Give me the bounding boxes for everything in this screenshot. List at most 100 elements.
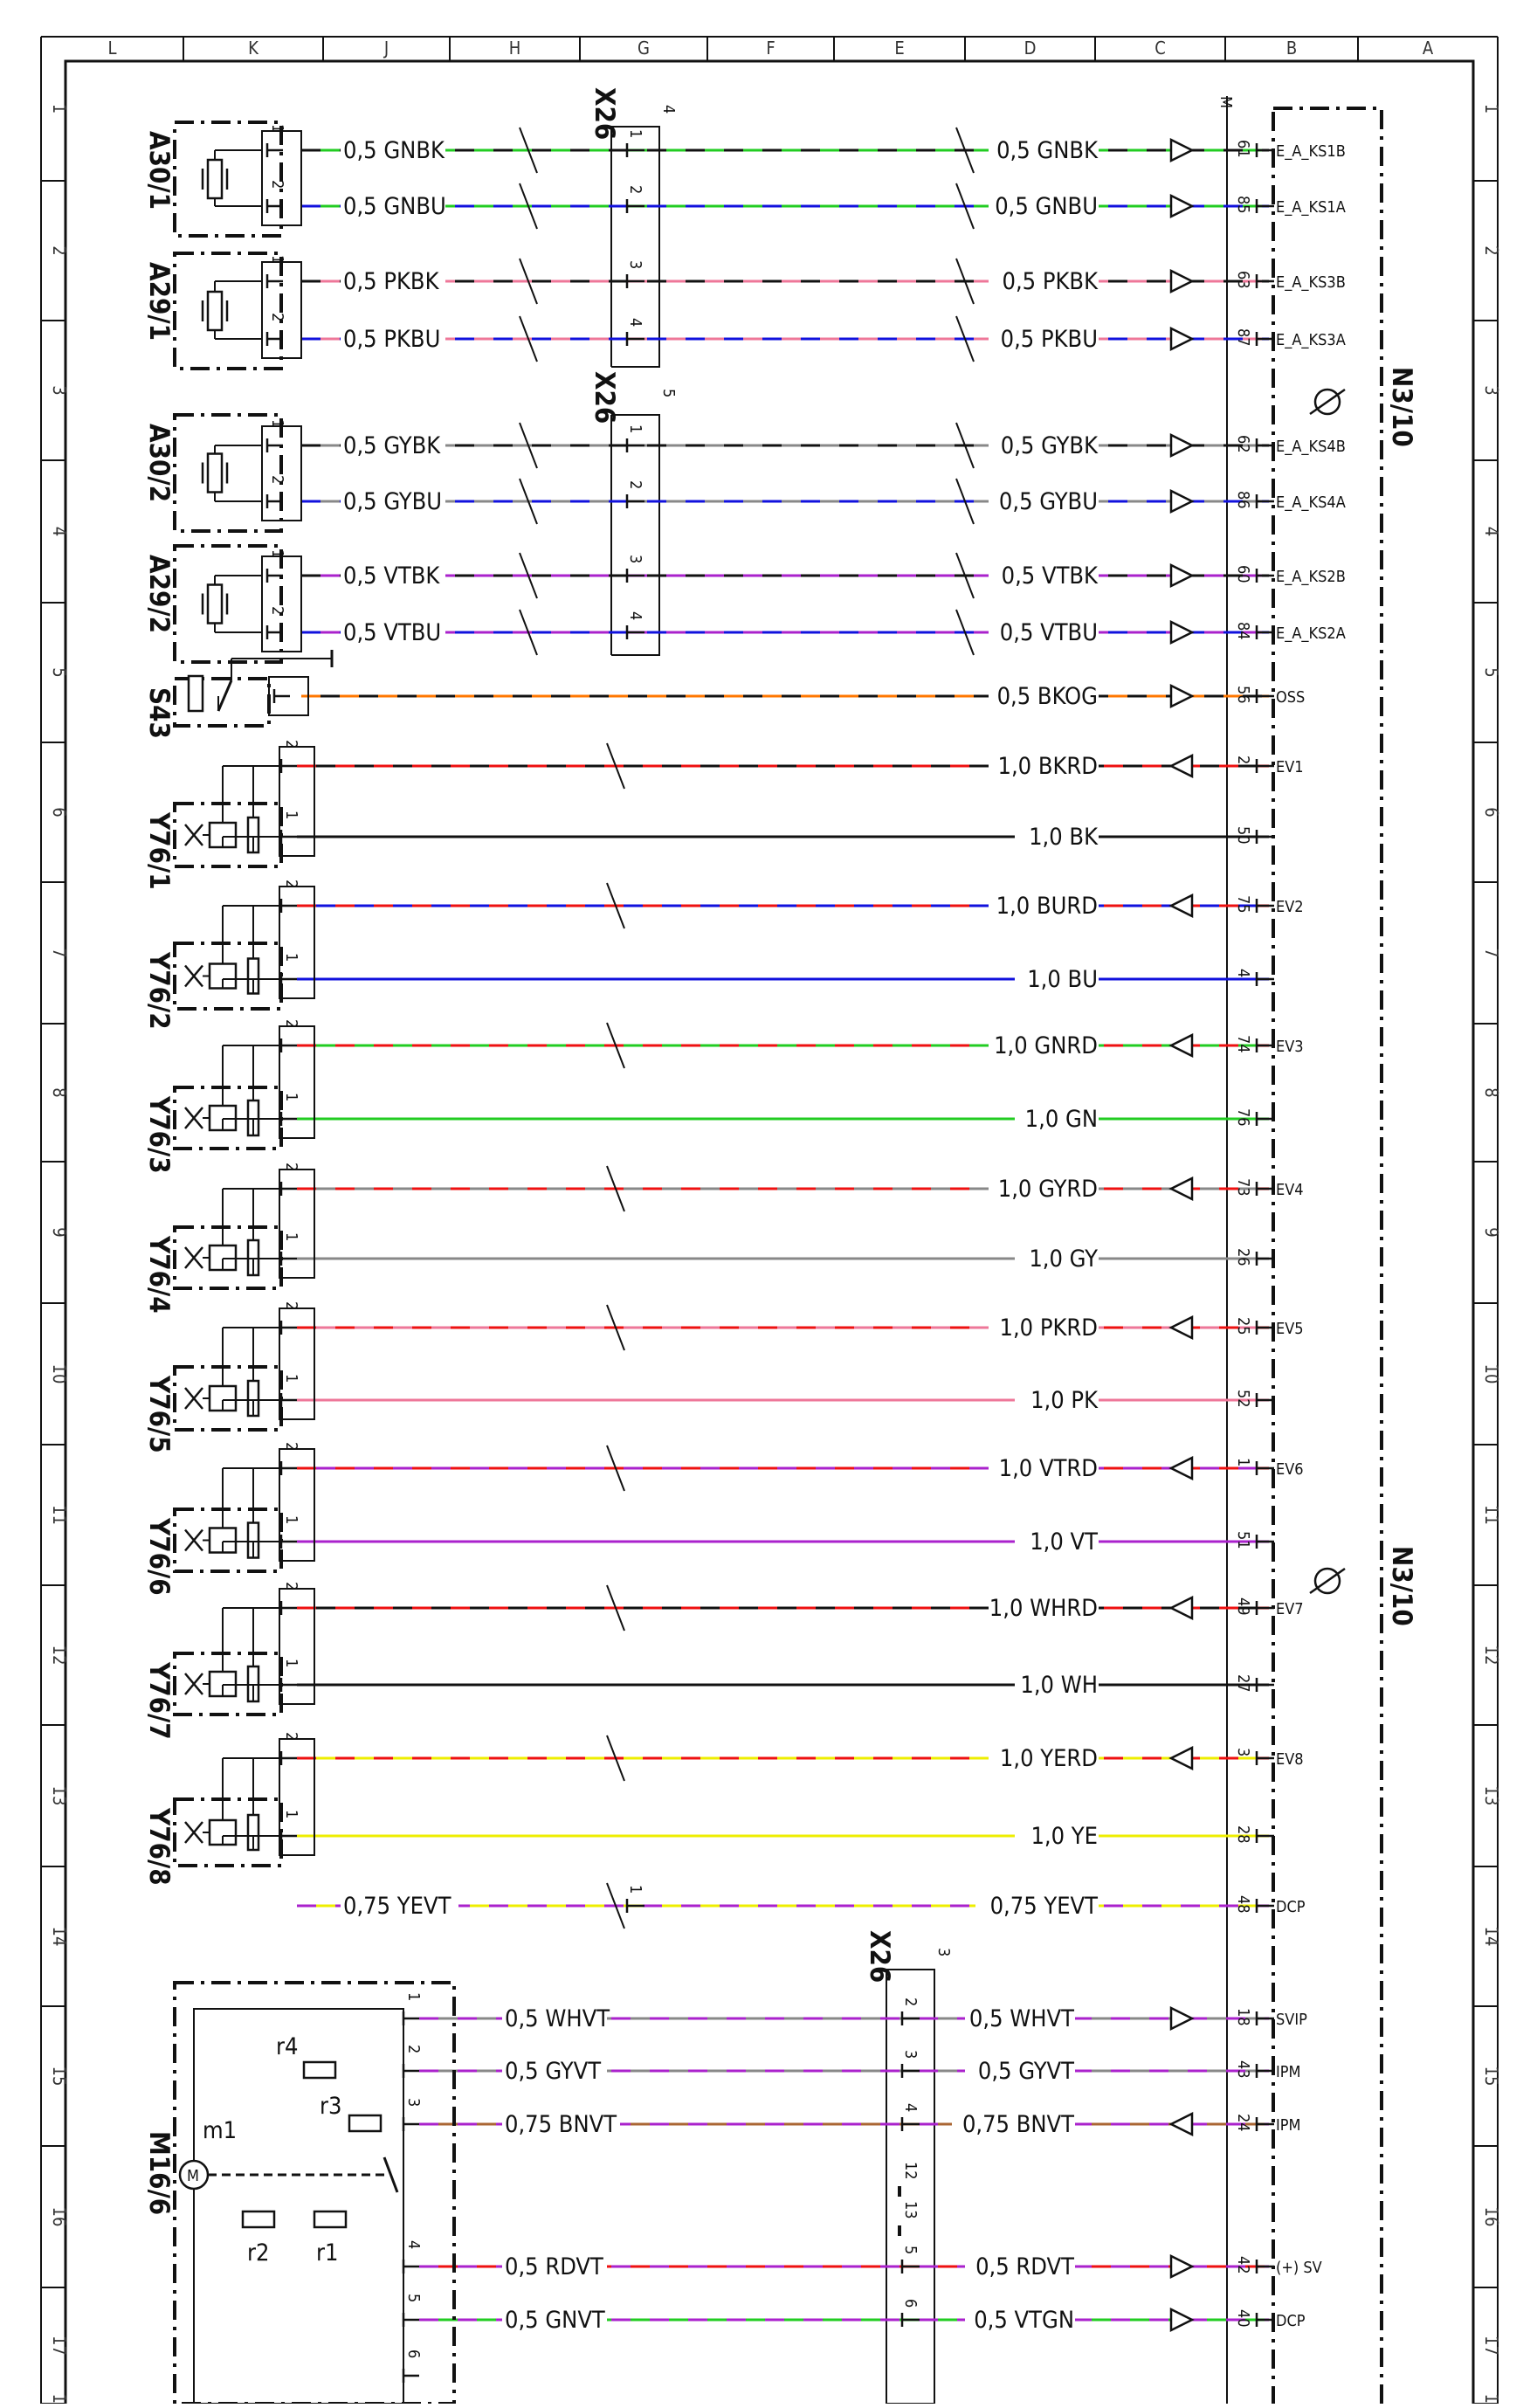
arrow-in-icon: [1169, 562, 1195, 589]
arrow-out-icon: [1168, 1595, 1194, 1621]
wire-label-left: 0,75 YEVT: [343, 1893, 451, 1920]
label-bg: [989, 135, 1099, 161]
row-label: 8: [1481, 1087, 1502, 1097]
motor-internal-label: m1: [203, 2117, 237, 2144]
label-bg: [989, 1173, 1099, 1199]
pin-terminal-icon: [279, 1829, 297, 1843]
wire-label-left: 0,5 WHVT: [505, 2005, 610, 2032]
ecu-pin-number: 1: [1234, 1458, 1252, 1466]
pin-terminal-icon: [900, 2313, 920, 2327]
pin-terminal-icon: [402, 2369, 419, 2383]
cable-break-mark: [955, 315, 975, 362]
wire-label-right: 0,5 BKOG: [997, 683, 1098, 710]
cable-break-mark: [955, 258, 975, 305]
pin-terminal-icon: [279, 1112, 297, 1126]
ecu-pin-number: 63: [1234, 271, 1252, 289]
wire-label-right: 1,0 YERD: [1000, 1745, 1098, 1772]
component-pin-number: 2: [282, 740, 300, 749]
label-bg: [989, 750, 1099, 776]
component-pin-number: 2: [282, 1442, 300, 1451]
pin-terminal-icon: [1255, 2064, 1274, 2078]
pin-terminal-icon: [900, 2117, 920, 2131]
arrow-in-icon: [1169, 619, 1195, 645]
component-label: Y76/1: [143, 811, 175, 890]
ecu-signal-label: E_A_KS4B: [1276, 438, 1346, 456]
component-y76-6: Y76/6 2 1: [143, 1442, 315, 1596]
cable-break-mark: [606, 1022, 625, 1069]
label-bg: [989, 190, 1099, 217]
ecu-signal-label: EV7: [1276, 1600, 1304, 1618]
cable-break-mark: [519, 183, 538, 230]
ecu-pin-number: 52: [1234, 1390, 1252, 1408]
wire: 0,5 PKBK 0,5 PKBK 63 E_A_KS3B 3: [301, 258, 1346, 305]
label-bg: [989, 266, 1099, 292]
cable-break-mark: [955, 478, 975, 525]
ecu-label: N3/10: [1386, 367, 1417, 447]
wire-label-right: 0,75 BNVT: [962, 2111, 1074, 2138]
component-m16-6: M16/6 Mm1 r4 r3 r2 r1 1 2 3 4 5 6: [143, 1981, 456, 2405]
wire: 0,5 VTBK 0,5 VTBK 60 E_A_KS2B 3: [301, 552, 1346, 599]
row-label: 16: [1481, 2207, 1502, 2227]
knock-sensor-icon: [206, 158, 224, 200]
row-label: 9: [49, 1227, 70, 1237]
ecu-pin-number: 73: [1234, 1178, 1252, 1197]
x26-pin-number: 2: [626, 185, 644, 194]
cable-break-mark: [955, 127, 975, 174]
x26-outline: [611, 414, 660, 656]
ecu-connector-label: M: [1217, 96, 1235, 108]
wire: 0,5 VTBU 0,5 VTBU 84 E_A_KS2A 4: [301, 609, 1346, 656]
component-connector: [279, 1307, 315, 1420]
wire-label-right: 1,0 PK: [1030, 1387, 1099, 1414]
ecu-pin-number: 51: [1234, 1531, 1252, 1549]
ecu-signal-label: IPM: [1276, 2116, 1301, 2135]
pin-terminal-icon: [1255, 143, 1274, 157]
x26-pin-number: 12: [901, 2162, 920, 2180]
component-pin-number: 1: [268, 419, 286, 428]
arrow-out-icon: [1168, 1176, 1194, 1202]
label-bg: [989, 323, 1099, 349]
wire: 1,0 BURD 75 EV2: [297, 882, 1304, 929]
pin-terminal-icon: [1255, 494, 1274, 508]
pin-terminal-icon: [265, 569, 283, 583]
wire-label-right: 0,5 VTBK: [1002, 562, 1099, 590]
x26-pin-number: 3: [626, 260, 644, 269]
ecu-signal-label: E_A_KS1A: [1276, 198, 1346, 217]
ecu-pin-number: 25: [1234, 1317, 1252, 1335]
label-bg: [502, 2055, 607, 2081]
pin-terminal-icon: [900, 2011, 920, 2025]
wire: 1,0 GYRD 73 EV4: [297, 1165, 1304, 1212]
pin-terminal-icon: [402, 2260, 419, 2273]
pin-terminal-icon: [1255, 1678, 1274, 1692]
pin-terminal-icon: [279, 1751, 297, 1765]
pin-terminal-icon: [279, 1252, 297, 1266]
wire-label-right: 0,5 PKBU: [1001, 326, 1098, 353]
cable-break-mark: [955, 183, 975, 230]
pin-terminal-icon: [1255, 1535, 1274, 1549]
motor-internal-frame: [193, 2008, 404, 2405]
arrow-in-icon: [1169, 2253, 1195, 2280]
label-bg: [1015, 963, 1099, 990]
pin-terminal-icon: [1255, 1829, 1274, 1843]
label-bg: [989, 680, 1099, 707]
wire-label-right: 1,0 BURD: [996, 893, 1098, 920]
column-label: G: [638, 38, 650, 59]
pin-terminal-icon: [265, 438, 283, 452]
row-label: 17: [1481, 2336, 1502, 2356]
label-bg: [965, 2003, 1075, 2029]
component-connector: [261, 261, 302, 359]
pin-terminal-icon: [265, 625, 283, 639]
label-bg: [989, 486, 1099, 512]
arrow-out-icon: [1168, 2111, 1194, 2137]
x26-pin-number: 4: [901, 2103, 920, 2112]
pin-terminal-icon: [625, 143, 644, 157]
wire-label-right: 0,5 GNBU: [995, 193, 1098, 220]
arrow-out-icon: [1168, 753, 1194, 779]
arrow-out-icon: [1168, 893, 1194, 919]
wire-label-right: 1,0 VT: [1030, 1528, 1098, 1556]
switch-contact-icon: [217, 680, 233, 712]
pin-terminal-icon: [625, 1899, 644, 1913]
label-bg: [341, 617, 445, 643]
pin-terminal-icon: [279, 899, 297, 913]
component-pin-number: 4: [404, 2240, 423, 2249]
ecu-signal-label: EV1: [1276, 758, 1304, 776]
